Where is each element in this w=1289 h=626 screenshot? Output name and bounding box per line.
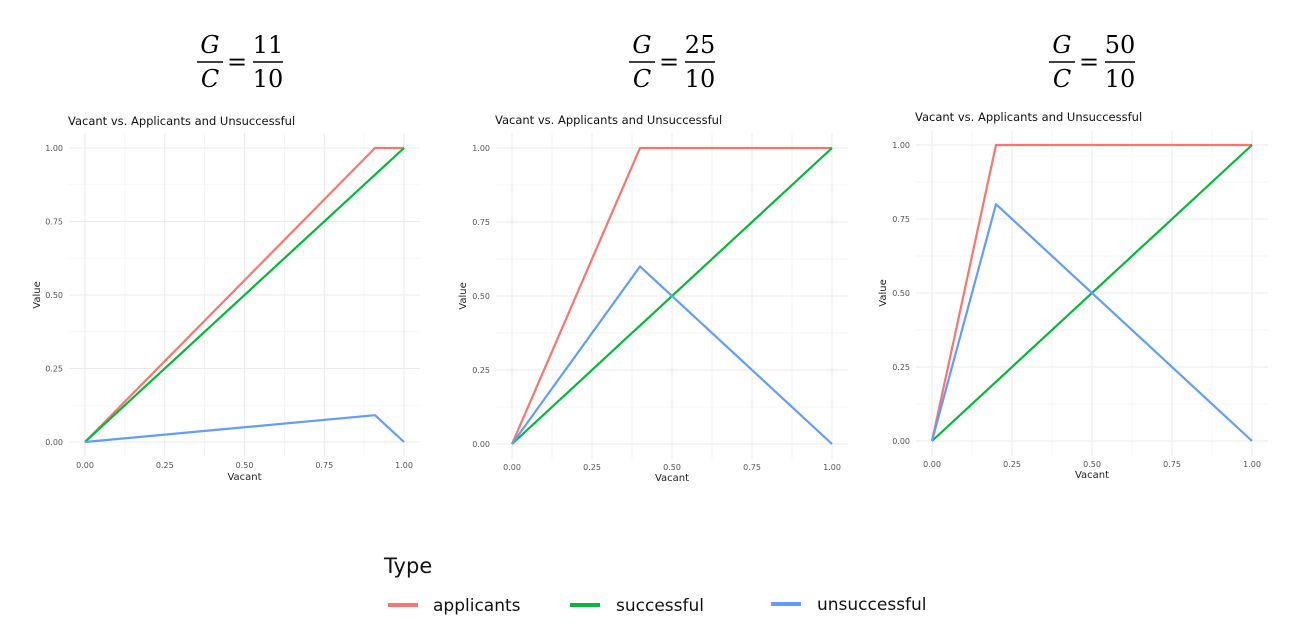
chart-title: Vacant vs. Applicants and Unsuccessful xyxy=(68,114,295,128)
x-tick-label: 0.25 xyxy=(583,463,601,472)
legend-label: applicants xyxy=(433,596,521,616)
y-axis-label: Value xyxy=(458,282,469,309)
series-line-applicants xyxy=(84,146,404,443)
chart-title: Vacant vs. Applicants and Unsuccessful xyxy=(495,113,722,127)
ratio-equation: GC =11 10 xyxy=(197,31,283,93)
legend-title: Type xyxy=(383,554,432,578)
chart-title: Vacant vs. Applicants and Unsuccessful xyxy=(915,110,1142,124)
y-tick-label: 1.00 xyxy=(472,144,490,153)
equals-sign: = xyxy=(1079,48,1099,76)
x-tick-label: 0.75 xyxy=(315,461,333,470)
x-tick-label: 0.75 xyxy=(1163,460,1181,469)
y-tick-label: 0.00 xyxy=(892,437,910,446)
x-tick-label: 0.25 xyxy=(1003,460,1021,469)
grid xyxy=(69,133,420,457)
chart-panel-2: GC =25 10 Vacant vs. Applicants and Unsucce… xyxy=(458,31,848,484)
ratio-numerator-symbol: G xyxy=(1052,31,1071,59)
chart-panel-1: GC =11 10 Vacant vs. Applicants and Unsucce… xyxy=(32,31,420,483)
y-tick-label: 0.25 xyxy=(892,363,910,372)
y-tick-label: 0.50 xyxy=(472,292,490,301)
y-tick-label: 0.25 xyxy=(472,366,490,375)
series-line-unsuccessful xyxy=(930,203,1253,442)
legend-label: unsuccessful xyxy=(817,595,927,615)
x-tick-label: 1.00 xyxy=(823,463,841,472)
y-tick-label: 0.00 xyxy=(472,440,490,449)
legend-item-unsuccessful: unsuccessful xyxy=(771,595,927,615)
equals-sign: = xyxy=(227,48,247,76)
y-tick-label: 0.75 xyxy=(45,218,63,227)
ratio-equation: GC =25 10 xyxy=(629,31,715,93)
ratio-denominator-symbol: C xyxy=(1053,65,1071,93)
series-line-unsuccessful xyxy=(84,414,405,444)
x-tick-label: 0.50 xyxy=(236,461,254,470)
x-axis-label: Vacant xyxy=(655,473,689,484)
y-axis-label: Value xyxy=(878,279,889,306)
series-line-applicants xyxy=(930,143,1252,442)
legend: Type applicants successful unsuccessful xyxy=(383,554,927,616)
ratio-denominator-symbol: C xyxy=(633,65,651,93)
chart-panel-3: GC =50 10 Vacant vs. Applicants and Unsucce… xyxy=(878,31,1268,481)
y-tick-label: 0.50 xyxy=(892,289,910,298)
y-tick-label: 0.25 xyxy=(45,365,63,374)
x-tick-label: 0.75 xyxy=(743,463,761,472)
y-tick-label: 1.00 xyxy=(892,141,910,150)
y-axis-label: Value xyxy=(32,281,43,308)
x-tick-label: 1.00 xyxy=(395,461,413,470)
y-tick-label: 0.75 xyxy=(472,218,490,227)
y-tick-label: 1.00 xyxy=(45,144,63,153)
x-tick-label: 0.50 xyxy=(1083,460,1101,469)
series-line-unsuccessful xyxy=(511,265,833,445)
x-tick-label: 0.00 xyxy=(503,463,521,472)
ratio-numerator: 50 xyxy=(1105,31,1136,59)
ratio-numerator: 11 xyxy=(253,31,284,59)
x-tick-label: 0.00 xyxy=(76,461,94,470)
legend-label: successful xyxy=(616,596,704,616)
grid xyxy=(496,133,848,459)
x-tick-label: 0.50 xyxy=(663,463,681,472)
x-tick-label: 0.00 xyxy=(923,460,941,469)
ratio-denominator: 10 xyxy=(1105,65,1136,93)
ratio-denominator-symbol: C xyxy=(201,65,219,93)
ratio-numerator-symbol: G xyxy=(200,31,219,59)
x-tick-label: 1.00 xyxy=(1243,460,1261,469)
y-tick-label: 0.50 xyxy=(45,291,63,300)
x-axis-label: Vacant xyxy=(227,472,261,483)
x-tick-label: 0.25 xyxy=(156,461,174,470)
ratio-denominator: 10 xyxy=(253,65,284,93)
ratio-numerator: 25 xyxy=(685,31,716,59)
y-tick-label: 0.00 xyxy=(45,438,63,447)
series-line-applicants xyxy=(510,146,832,445)
legend-item-successful: successful xyxy=(570,596,704,616)
ratio-equation: GC =50 10 xyxy=(1049,31,1135,93)
series-line-successful xyxy=(84,147,405,443)
y-tick-label: 0.75 xyxy=(892,215,910,224)
equals-sign: = xyxy=(659,48,679,76)
ratio-numerator-symbol: G xyxy=(632,31,651,59)
legend-item-applicants: applicants xyxy=(388,596,521,616)
ratio-denominator: 10 xyxy=(685,65,716,93)
x-axis-label: Vacant xyxy=(1075,470,1109,481)
